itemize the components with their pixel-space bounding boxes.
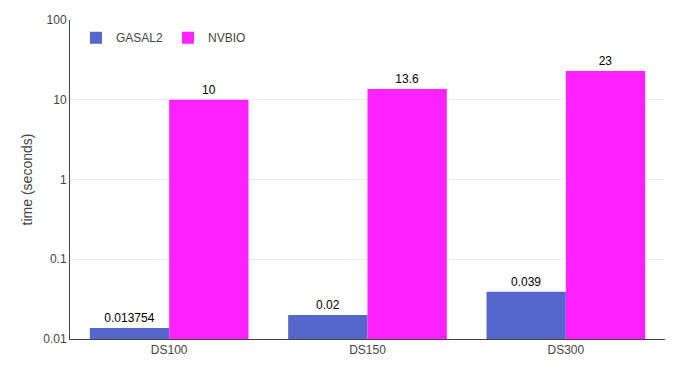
- svg-text:10: 10: [53, 93, 67, 107]
- svg-text:NVBIO: NVBIO: [208, 31, 245, 45]
- svg-text:DS300: DS300: [547, 343, 584, 357]
- svg-text:0.013754: 0.013754: [104, 311, 154, 325]
- svg-text:100: 100: [47, 13, 67, 27]
- svg-text:DS100: DS100: [151, 343, 188, 357]
- svg-text:13.6: 13.6: [395, 72, 419, 86]
- svg-text:GASAL2: GASAL2: [116, 31, 163, 45]
- svg-text:1: 1: [60, 173, 67, 187]
- svg-text:23: 23: [599, 54, 613, 68]
- svg-text:0.039: 0.039: [511, 275, 541, 289]
- svg-text:0.02: 0.02: [316, 298, 340, 312]
- svg-text:0.01: 0.01: [43, 332, 67, 346]
- svg-text:10: 10: [202, 83, 216, 97]
- svg-text:DS150: DS150: [349, 343, 386, 357]
- svg-text:time (seconds): time (seconds): [19, 134, 35, 226]
- svg-text:0.1: 0.1: [50, 252, 67, 266]
